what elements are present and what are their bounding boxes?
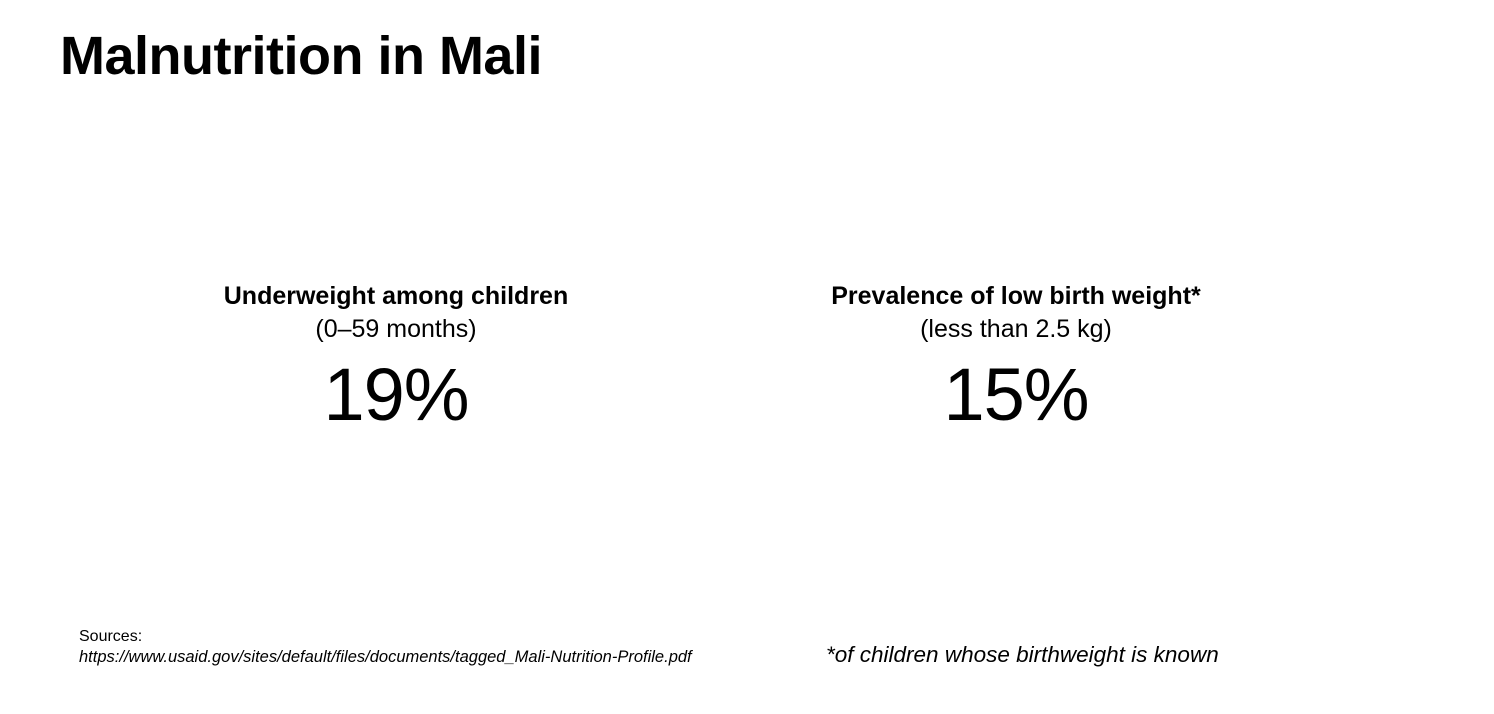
stat-subheading: (less than 2.5 kg) xyxy=(920,315,1112,343)
sources-link[interactable]: https://www.usaid.gov/sites/default/file… xyxy=(79,648,692,666)
stat-value: 19% xyxy=(323,353,469,436)
stat-value: 15% xyxy=(943,353,1089,436)
sources-label: Sources: xyxy=(79,628,143,645)
stat-subheading: (0–59 months) xyxy=(315,315,477,343)
footnote: *of children whose birthweight is known xyxy=(826,642,1219,667)
stat-heading: Underweight among children xyxy=(223,282,569,310)
stat-low-birth-weight: Prevalence of low birth weight* (less th… xyxy=(736,279,1296,445)
sources-block: Sources: https://www.usaid.gov/sites/def… xyxy=(79,627,692,667)
stat-underweight-children: Underweight among children (0–59 months)… xyxy=(116,279,676,445)
page-title: Malnutrition in Mali xyxy=(60,26,542,86)
stat-heading: Prevalence of low birth weight* xyxy=(831,282,1201,310)
